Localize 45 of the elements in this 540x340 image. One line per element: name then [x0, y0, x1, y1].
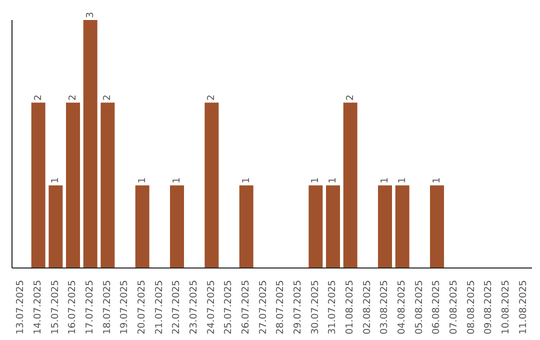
x-tick-label: 24.07.2025 — [206, 280, 217, 334]
x-tick-label: 04.08.2025 — [396, 280, 408, 334]
data-label: 1 — [396, 177, 408, 184]
x-tick-label: 16.07.2025 — [67, 280, 78, 334]
data-label: 2 — [344, 94, 356, 101]
x-tick-label: 02.08.2025 — [362, 280, 373, 334]
x-tick-label: 19.07.2025 — [119, 280, 130, 334]
x-tick-label: 05.08.2025 — [414, 280, 425, 334]
data-label: 3 — [84, 12, 96, 18]
data-label: 1 — [50, 177, 62, 184]
x-tick-label: 21.07.2025 — [154, 280, 165, 334]
data-label: 1 — [240, 177, 252, 184]
x-tick-label: 29.07.2025 — [292, 280, 304, 334]
x-tick-label: 27.07.2025 — [258, 280, 269, 334]
x-tick-label: 01.08.2025 — [344, 280, 356, 334]
data-label: 1 — [380, 177, 390, 184]
x-tick-label: 26.07.2025 — [240, 280, 252, 334]
x-tick-label: 20.07.2025 — [136, 280, 148, 334]
data-label: 1 — [432, 177, 442, 184]
x-tick-label: 15.07.2025 — [50, 280, 61, 334]
x-tick-label: 10.08.2025 — [500, 280, 512, 334]
x-tick-label: 25.07.2025 — [223, 280, 234, 334]
x-tick-label: 13.07.2025 — [15, 280, 26, 334]
x-tick-label: 23.07.2025 — [188, 280, 200, 334]
data-label: 2 — [32, 94, 44, 101]
x-tick-label: 30.07.2025 — [310, 280, 321, 334]
x-tick-label: 11.08.2025 — [518, 280, 529, 334]
x-tick-label: 09.08.2025 — [483, 280, 494, 334]
x-tick-label: 14.07.2025 — [32, 280, 44, 334]
data-label: 1 — [310, 177, 322, 184]
x-tick-label: 22.07.2025 — [171, 280, 182, 334]
x-tick-label: 06.08.2025 — [431, 280, 442, 334]
data-label: 2 — [102, 94, 114, 101]
data-label: 1 — [136, 177, 148, 184]
x-tick-label: 18.07.2025 — [102, 280, 113, 334]
data-label: 1 — [328, 177, 338, 184]
x-tick-label: 31.07.2025 — [327, 280, 338, 334]
x-tick-label: 08.08.2025 — [466, 280, 477, 334]
x-tick-label: 17.07.2025 — [84, 280, 96, 334]
x-tick-label: 28.07.2025 — [275, 280, 286, 334]
data-label: 2 — [206, 94, 218, 101]
data-label: 2 — [68, 94, 78, 101]
x-tick-label: 07.08.2025 — [448, 280, 460, 334]
data-label: 1 — [172, 177, 182, 184]
x-tick-label: 03.08.2025 — [379, 280, 390, 334]
